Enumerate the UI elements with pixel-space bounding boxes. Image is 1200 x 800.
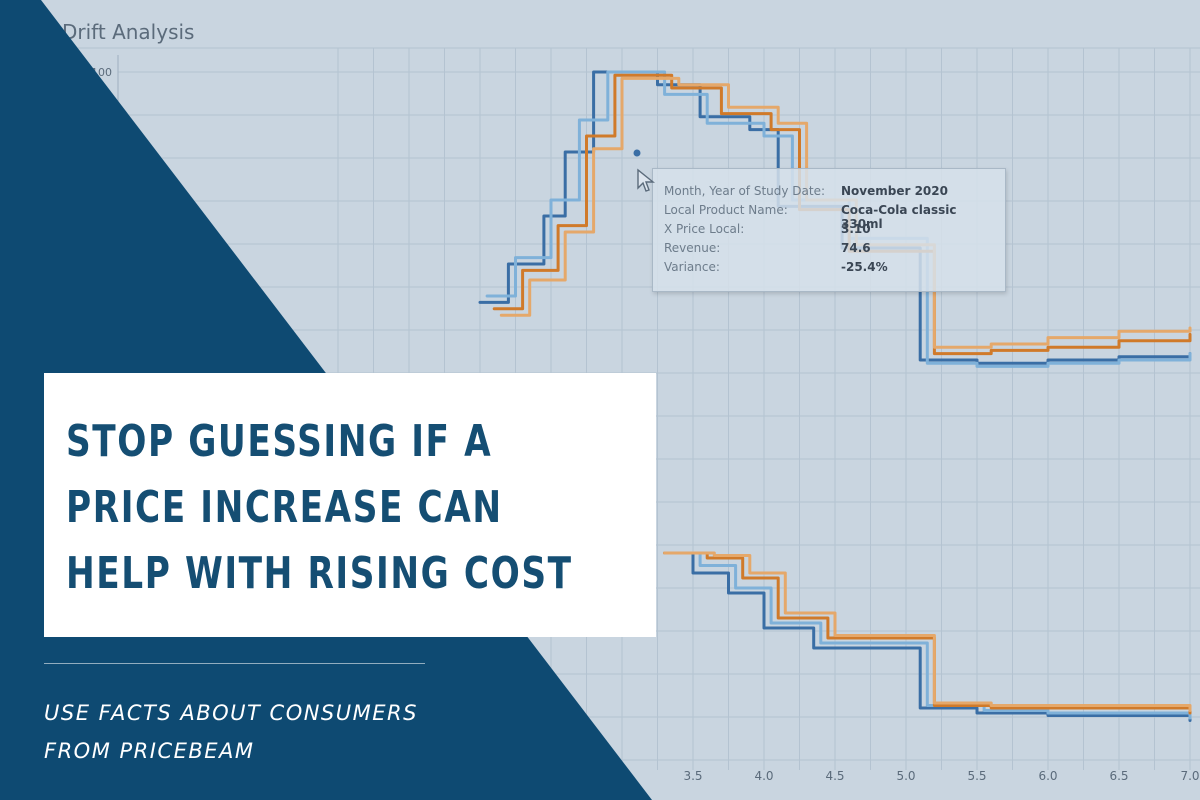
tooltip-row-variance: Variance: -25.4% [664, 260, 999, 279]
x-axis-ticks: 3.5 4.0 4.5 5.0 5.5 6.0 6.5 7.0 [683, 769, 1199, 783]
subheadline-line-2: FROM PRICEBEAM [44, 739, 255, 763]
mouse-pointer-icon [637, 168, 655, 192]
x-tick-label: 4.5 [825, 769, 844, 783]
tooltip-value: 3.10 [841, 222, 871, 236]
subheadline-line-1: USE FACTS ABOUT CONSUMERS [44, 701, 418, 725]
x-tick-label: 5.0 [896, 769, 915, 783]
subheadline: USE FACTS ABOUT CONSUMERS FROM PRICEBEAM [44, 694, 418, 770]
series-line-2 [663, 551, 1192, 720]
tooltip-label: X Price Local: [664, 222, 745, 236]
chart-title: Drift Analysis [62, 20, 195, 44]
tooltip-value: November 2020 [841, 184, 948, 198]
headline-line-2: PRICE INCREASE CAN [66, 482, 503, 533]
series-line-1 [663, 551, 1192, 722]
lower-panel-lines [663, 551, 1192, 722]
x-tick-label: 5.5 [967, 769, 986, 783]
headline-line-1: STOP GUESSING IF A [66, 416, 493, 467]
x-tick-label: 6.0 [1038, 769, 1057, 783]
tooltip-value: Coca-Cola classic 330ml [841, 203, 957, 231]
tooltip-value: 74.6 [841, 241, 871, 255]
tooltip-row-date: Month, Year of Study Date: November 2020 [664, 184, 999, 203]
headline: STOP GUESSING IF A PRICE INCREASE CAN HE… [66, 409, 571, 607]
tooltip-label: Revenue: [664, 241, 721, 255]
tooltip-value: -25.4% [841, 260, 888, 274]
data-tooltip: Month, Year of Study Date: November 2020… [652, 168, 1006, 292]
tooltip-row-revenue: Revenue: 74.6 [664, 241, 999, 260]
tooltip-label: Variance: [664, 260, 720, 274]
tooltip-row-price: X Price Local: 3.10 [664, 222, 999, 241]
tooltip-label: Month, Year of Study Date: [664, 184, 826, 198]
tooltip-row-product: Local Product Name: Coca-Cola classic 33… [664, 203, 999, 231]
divider-line [44, 663, 425, 664]
tooltip-label: Local Product Name: [664, 203, 788, 217]
series-line-4 [663, 551, 1192, 712]
y-axis-ticks: 100 [91, 66, 112, 79]
headline-line-3: HELP WITH RISING COST [66, 548, 573, 599]
x-tick-label: 6.5 [1109, 769, 1128, 783]
headline-card: STOP GUESSING IF A PRICE INCREASE CAN HE… [44, 373, 656, 637]
hover-point-marker [633, 149, 641, 157]
y-tick-label: 100 [91, 66, 112, 79]
series-line-3 [663, 551, 1192, 715]
x-tick-label: 7.0 [1180, 769, 1199, 783]
x-tick-label: 4.0 [754, 769, 773, 783]
x-tick-label: 3.5 [683, 769, 702, 783]
